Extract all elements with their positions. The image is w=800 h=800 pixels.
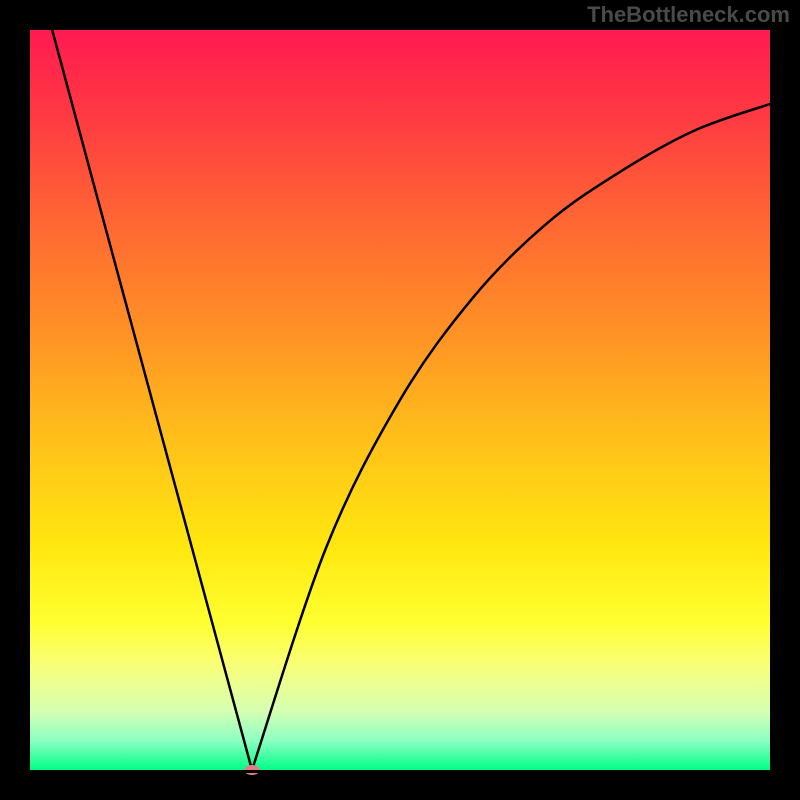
inner-border-left xyxy=(27,27,30,773)
watermark-text: TheBottleneck.com xyxy=(587,2,790,28)
inner-border-bottom xyxy=(27,770,773,773)
chart-container: TheBottleneck.com xyxy=(0,0,800,800)
inner-border-right xyxy=(770,27,773,773)
chart-svg xyxy=(0,0,800,800)
